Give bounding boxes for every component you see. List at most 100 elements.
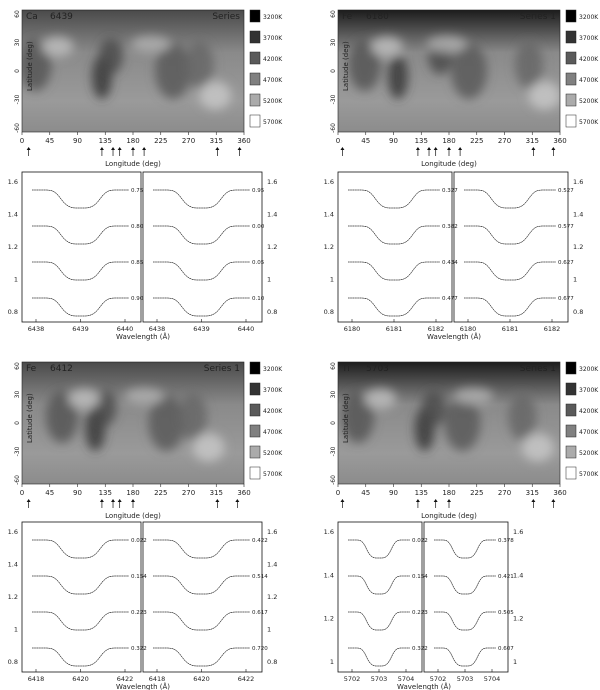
line-profile-model: [153, 297, 250, 317]
phase-arrow-head: [99, 499, 104, 502]
phase-arrow-head: [340, 499, 345, 502]
legend-swatch: [565, 403, 577, 417]
line-profile-model: [32, 575, 129, 595]
lon-tick: 0: [20, 489, 24, 497]
lat-tick: 0: [330, 69, 337, 73]
phase-label: 0.322: [131, 646, 147, 652]
flux-tick-left: 0.8: [324, 308, 334, 316]
line-profile-model: [348, 647, 410, 667]
spot: [444, 395, 481, 451]
flux-tick-right: 0.8: [573, 308, 583, 316]
spot: [98, 38, 123, 75]
lon-tick: 225: [470, 489, 483, 497]
panel-a: Ca 6439 Series 60 30 0 -30 -60 Latitude (deg) 0 45…: [8, 9, 283, 341]
phase-arrow-head: [551, 499, 556, 502]
legend-label: 5200K: [263, 98, 283, 105]
legend-swatch: [565, 72, 577, 86]
legend-label: 3200K: [579, 366, 599, 373]
phase-label: 0.80: [131, 224, 144, 230]
line-profile: [32, 189, 129, 209]
phase-label: 0.85: [131, 260, 144, 266]
line-profile: [153, 611, 250, 631]
line-profile-model: [153, 261, 250, 281]
lat-tick: 60: [330, 10, 337, 18]
phase-label: 0.00: [252, 224, 265, 230]
phase-arrow-head: [142, 147, 147, 150]
legend-swatch: [249, 30, 261, 44]
series-label: Series: [212, 12, 240, 22]
wave-tick: 6420: [193, 675, 210, 683]
element-label: Ca: [26, 12, 38, 22]
spot: [185, 40, 214, 89]
line-profile-model: [153, 189, 250, 209]
line-profile: [464, 189, 556, 209]
phase-label: 0.720: [252, 646, 268, 652]
phase-arrow-head: [26, 499, 31, 502]
lat-tick: 30: [330, 391, 337, 399]
phase-label: 0.327: [442, 188, 458, 194]
line-profile-model: [464, 225, 556, 245]
lon-tick: 360: [237, 489, 250, 497]
legend-label: 5700K: [263, 471, 283, 478]
phase-label: 0.154: [131, 574, 147, 580]
flux-tick-right: 1.2: [573, 243, 583, 251]
wave-tick: 5703: [371, 675, 388, 683]
series-label: Series 1: [204, 364, 240, 374]
lon-tick: 135: [99, 489, 112, 497]
spot: [514, 40, 543, 89]
line-profile: [348, 261, 440, 281]
phase-label: 0.434: [442, 260, 458, 266]
legend-swatch: [565, 445, 577, 459]
line-profile-model: [434, 611, 496, 631]
profile-box-left: [21, 171, 142, 323]
legend-swatch: [565, 9, 577, 23]
profile-box-right: [142, 521, 263, 673]
flux-tick-left: 1.4: [324, 211, 334, 219]
phase-arrow-head: [111, 147, 116, 150]
phase-label: 0.223: [131, 610, 147, 616]
spot: [199, 81, 232, 110]
phase-arrow-head: [215, 499, 220, 502]
line-profile: [434, 575, 496, 595]
lat-tick: 60: [14, 10, 21, 18]
flux-tick-left: 1: [14, 276, 18, 284]
map-spots: [45, 388, 225, 462]
line-profile: [348, 575, 410, 595]
spot: [450, 43, 487, 99]
lon-axis-label: Longitude (deg): [421, 160, 477, 168]
lon-tick: 270: [182, 137, 195, 145]
phase-arrow-head: [99, 147, 104, 150]
flux-tick-left: 1.2: [8, 593, 18, 601]
spot: [364, 388, 397, 409]
legend-label: 3700K: [263, 35, 283, 42]
phase-label: 0.75: [131, 188, 144, 194]
line-profile-model: [434, 647, 496, 667]
legend-label: 4200K: [263, 408, 283, 415]
phase-label: 0.627: [558, 260, 574, 266]
line-profile-model: [464, 297, 556, 317]
phase-arrow-head: [531, 147, 536, 150]
map-spots: [22, 36, 232, 110]
flux-tick-right: 1.2: [513, 615, 523, 623]
line-profile: [32, 225, 129, 245]
phase-arrow-head: [131, 499, 135, 502]
flux-tick-right: 1.6: [573, 178, 583, 186]
legend-label: 3200K: [579, 14, 599, 21]
legend-label: 3200K: [263, 366, 283, 373]
lon-tick: 360: [553, 137, 566, 145]
phase-arrow-head: [433, 147, 438, 150]
flux-tick-left: 1.4: [8, 561, 18, 569]
legend-swatch: [249, 72, 261, 86]
line-profile-model: [434, 539, 496, 559]
line-profile: [32, 261, 129, 281]
line-profile-model: [464, 261, 556, 281]
lon-tick: 135: [415, 137, 428, 145]
phase-arrow-head: [26, 147, 31, 150]
line-label: 6412: [50, 364, 73, 374]
spot: [528, 81, 560, 110]
lon-tick: 135: [415, 489, 428, 497]
legend-label: 4700K: [263, 77, 283, 84]
lat-axis-label: Latitude (deg): [342, 393, 350, 443]
legend-swatch: [249, 93, 261, 107]
